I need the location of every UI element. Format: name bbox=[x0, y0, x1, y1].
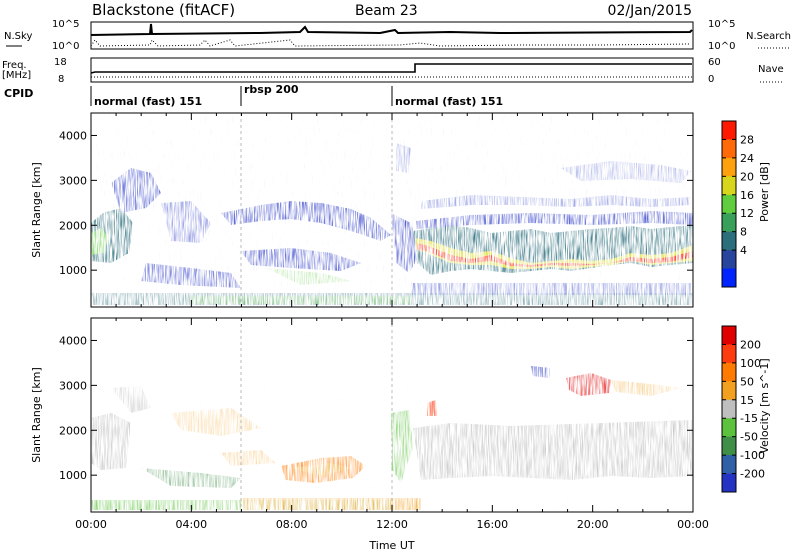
colorbar-tick-label: 16 bbox=[740, 189, 754, 202]
colorbar-swatch bbox=[722, 399, 736, 419]
colorbar-tick-label: 100 bbox=[740, 357, 761, 370]
colorbar-swatch bbox=[722, 268, 736, 288]
y-tick-label: 1000 bbox=[59, 469, 87, 482]
nsearch-trace bbox=[90, 39, 691, 47]
power-colorbar: 28 24 20 16 12 8 4 bbox=[721, 120, 754, 288]
colorbar-frame bbox=[721, 120, 737, 288]
nsky-trace bbox=[90, 23, 693, 36]
y-tick-label: 4000 bbox=[59, 129, 87, 142]
velocity-x-axis: 00:00 04:00 08:00 12:00 16:00 20:00 00:00 bbox=[75, 318, 709, 531]
nsky-label: N.Sky bbox=[4, 31, 32, 42]
freq-label: Freq. bbox=[2, 60, 27, 71]
power-y-label: Slant Range [km] bbox=[30, 162, 43, 258]
colorbar-swatch bbox=[722, 176, 736, 196]
colorbar-tick-label: 50 bbox=[740, 375, 754, 388]
nsky-tick-bottom: 10^0 bbox=[52, 41, 79, 52]
colorbar-swatch bbox=[722, 231, 736, 251]
y-tick-label: 3000 bbox=[59, 379, 87, 392]
colorbar-swatch bbox=[722, 344, 736, 364]
freq-tick-bottom: 8 bbox=[58, 74, 64, 85]
velocity-plot-area bbox=[91, 318, 693, 512]
y-tick-label: 2000 bbox=[59, 424, 87, 437]
colorbar-swatch bbox=[722, 121, 736, 140]
y-tick-label: 4000 bbox=[59, 334, 87, 347]
colorbar-tick-label: 20 bbox=[740, 170, 754, 183]
colorbar-swatch bbox=[722, 250, 736, 270]
nsearch-tick-top: 10^5 bbox=[708, 19, 735, 30]
nsearch-label: N.Search bbox=[746, 31, 791, 42]
velocity-colorbar-label: Velocity [m s^-1] bbox=[758, 358, 771, 453]
colorbar-swatch bbox=[722, 326, 736, 345]
x-tick-label: 00:00 bbox=[75, 518, 107, 531]
colorbar-tick-label: 200 bbox=[740, 338, 761, 351]
cpid-segment-label: normal (fast) 151 bbox=[395, 95, 503, 108]
colorbar-swatch bbox=[722, 473, 736, 493]
power-x-ticks bbox=[90, 113, 694, 307]
nave-tick-bottom: 0 bbox=[708, 74, 714, 85]
colorbar-tick-label: -200 bbox=[740, 468, 765, 481]
cpid-segment-label: rbsp 200 bbox=[244, 83, 299, 96]
nave-label: Nave bbox=[758, 64, 784, 75]
nsky-frame bbox=[90, 21, 694, 50]
colorbar-tick-label: 8 bbox=[740, 226, 747, 239]
colorbar-tick-label: -50 bbox=[740, 431, 758, 444]
velocity-panel: 4000 3000 2000 1000 00:00 04:00 08:00 12:00 16:… bbox=[30, 317, 771, 552]
nsearch-tick-bottom: 10^0 bbox=[708, 41, 735, 52]
velocity-y-label: Slant Range [km] bbox=[30, 367, 43, 463]
x-tick-label: 20:00 bbox=[577, 518, 609, 531]
x-tick-label: 16:00 bbox=[476, 518, 508, 531]
colorbar-swatch bbox=[722, 381, 736, 401]
cpid-label: CPID bbox=[4, 87, 33, 100]
y-tick-label: 2000 bbox=[59, 219, 87, 232]
power-colorbar-label: Power [dB] bbox=[758, 162, 771, 222]
nsky-panel: N.Sky 10^5 10^0 10^5 10^0 N.Search bbox=[4, 19, 791, 52]
colorbar-tick-label: 4 bbox=[740, 244, 747, 257]
colorbar-swatch bbox=[722, 139, 736, 159]
y-tick-label: 3000 bbox=[59, 174, 87, 187]
velocity-y-axis: 4000 3000 2000 1000 bbox=[59, 334, 693, 482]
colorbar-tick-label: 15 bbox=[740, 394, 754, 407]
colorbar-swatch bbox=[722, 213, 736, 233]
y-tick-label: 1000 bbox=[59, 264, 87, 277]
colorbar-tick-label: -100 bbox=[740, 449, 765, 462]
date-title: 02/Jan/2015 bbox=[608, 3, 692, 19]
colorbar-tick-label: 28 bbox=[740, 133, 754, 146]
colorbar-swatch bbox=[722, 362, 736, 382]
nsky-tick-top: 10^5 bbox=[52, 19, 79, 30]
station-title: Blackstone (fitACF) bbox=[92, 1, 235, 19]
colorbar-swatch bbox=[722, 436, 736, 456]
x-tick-label: 04:00 bbox=[175, 518, 207, 531]
nave-tick-top: 60 bbox=[708, 57, 721, 68]
colorbar-swatch bbox=[722, 157, 736, 177]
colorbar-swatch bbox=[722, 194, 736, 214]
colorbar-frame bbox=[721, 325, 737, 493]
freq-trace bbox=[90, 63, 692, 74]
freq-tick-top: 18 bbox=[54, 57, 67, 68]
power-panel: 4000 3000 2000 1000 Slant Range [km] 28 24 20… bbox=[30, 112, 771, 308]
x-tick-label: 08:00 bbox=[276, 518, 308, 531]
cpid-strip: CPID normal (fast) 151 rbsp 200 normal (… bbox=[4, 83, 503, 108]
cpid-segment-label: normal (fast) 151 bbox=[94, 95, 202, 108]
power-y-axis: 4000 3000 2000 1000 bbox=[59, 129, 693, 277]
freq-panel: Freq. [MHz] 18 8 60 0 Nave bbox=[2, 57, 784, 85]
freq-frame bbox=[90, 57, 694, 83]
x-tick-label: 00:00 bbox=[677, 518, 709, 531]
colorbar-tick-label: 24 bbox=[740, 152, 754, 165]
colorbar-tick-label: 12 bbox=[740, 207, 754, 220]
beam-title: Beam 23 bbox=[355, 3, 418, 19]
velocity-colorbar: 200 100 50 15 -15 -50 -100 -200 bbox=[721, 325, 765, 493]
x-tick-label: 12:00 bbox=[376, 518, 408, 531]
colorbar-tick-label: -15 bbox=[740, 412, 758, 425]
x-axis-label: Time UT bbox=[368, 539, 414, 552]
colorbar-swatch bbox=[722, 455, 736, 475]
power-plot-area bbox=[91, 113, 693, 307]
freq-unit: [MHz] bbox=[2, 70, 31, 81]
colorbar-swatch bbox=[722, 418, 736, 438]
